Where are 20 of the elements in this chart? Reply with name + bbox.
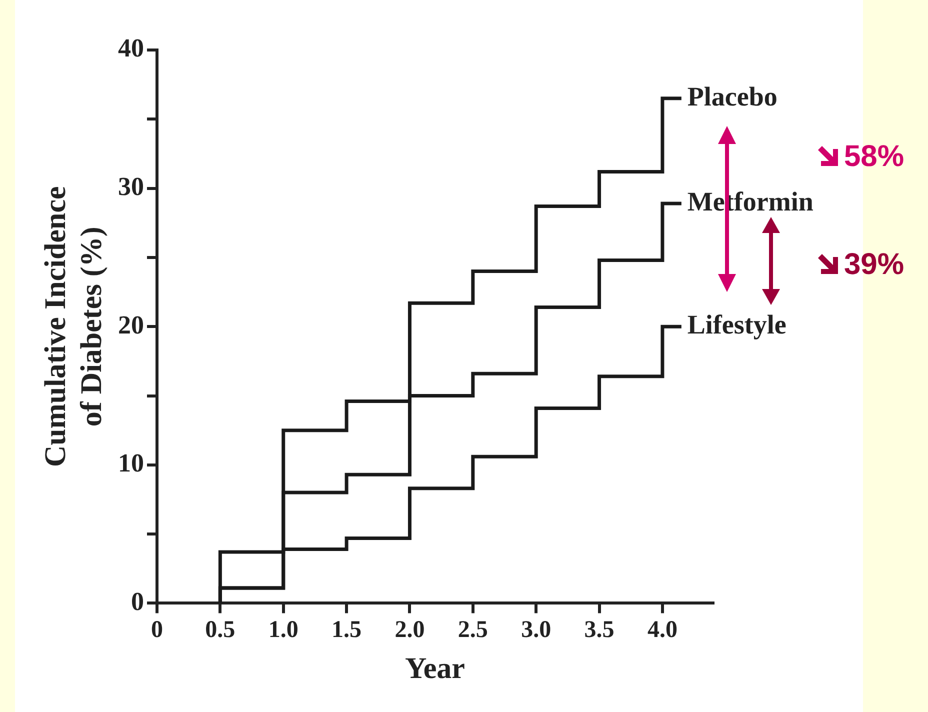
x-tick-label: 3.0 [521,616,552,643]
series-label: Lifestyle [687,310,786,340]
y-tick-label: 10 [118,448,144,478]
x-tick-label: 4.0 [647,616,678,643]
x-tick-label: 1.0 [268,616,298,643]
text: 39% [844,248,904,282]
text: 58% [844,140,904,174]
y-tick-label: 40 [118,34,144,63]
y-tick-label: 30 [118,172,144,202]
x-tick-label: 2.0 [394,616,425,643]
x-tick-label: 3.5 [584,616,614,643]
x-axis-title: Year [405,652,465,685]
x-tick-label: 0.5 [205,616,236,643]
y-axis-title: Cumulative Incidence of Diabetes (%) [38,186,108,468]
x-tick-label: 0 [151,616,163,643]
y-tick-label: 20 [118,310,144,340]
series-label: Placebo [687,81,778,112]
x-tick-label: 2.5 [458,616,488,643]
x-tick-label: 1.5 [332,616,362,643]
y-tick-label: 0 [131,586,144,616]
